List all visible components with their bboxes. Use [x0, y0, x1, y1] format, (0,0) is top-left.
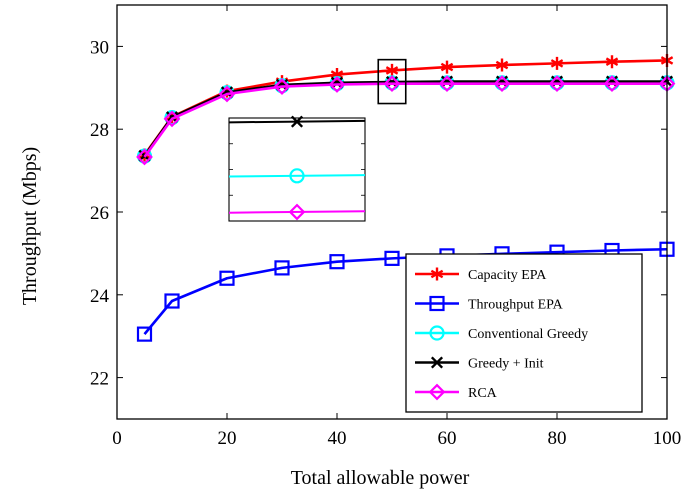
legend-entry-capacity-epa: Capacity EPA — [415, 267, 547, 283]
data-point-throughput-epa — [219, 270, 235, 286]
data-point-rca-shape — [603, 75, 621, 93]
zoom-region-box — [377, 58, 407, 105]
data-point-capacity-epa-shape — [495, 58, 509, 72]
legend: Capacity EPA Throughput EPA Conventional G… — [405, 253, 643, 413]
axes: 0 20 40 60 80 100 22 24 26 28 30 — [90, 4, 682, 449]
inset-point-greedy-init-shape — [290, 115, 304, 128]
x-tick-label: 60 — [438, 428, 457, 449]
data-point-capacity-epa — [385, 63, 399, 77]
series-line-throughput-epa — [143, 247, 668, 335]
data-point-throughput-epa-shape — [136, 326, 153, 342]
legend-marker-throughput-epa-shape — [429, 295, 445, 312]
data-point-greedy-init — [440, 75, 454, 88]
data-point-throughput-epa-shape — [384, 250, 400, 266]
y-tick-label: 24 — [90, 286, 110, 307]
data-point-throughput-epa — [164, 293, 180, 309]
legend-marker-greedy-init — [430, 356, 444, 369]
legend-marker-capacity-epa — [430, 267, 444, 281]
data-point-rca — [163, 110, 181, 128]
x-tick-label: 20 — [218, 428, 237, 449]
data-point-capacity-epa-shape — [385, 63, 399, 77]
data-point-throughput-epa — [136, 326, 153, 342]
data-point-rca-shape — [218, 85, 236, 103]
data-point-throughput-epa-shape — [164, 293, 180, 309]
data-point-rca-shape — [548, 75, 566, 93]
data-point-greedy-init — [605, 75, 619, 88]
data-point-greedy-init-shape — [550, 75, 564, 88]
data-point-capacity-epa — [550, 56, 564, 70]
data-point-throughput-epa-shape — [329, 254, 345, 270]
data-point-rca — [548, 75, 566, 93]
zoom-inset — [228, 115, 366, 222]
inset-point-rca-shape — [288, 203, 306, 221]
data-point-rca — [328, 76, 346, 93]
inset-line-rca — [228, 210, 366, 214]
data-point-rca — [273, 78, 291, 95]
data-point-capacity-epa — [440, 60, 454, 74]
data-point-capacity-epa-shape — [440, 60, 454, 74]
data-point-greedy-init-shape — [605, 75, 619, 88]
data-point-throughput-epa-shape — [219, 270, 235, 286]
data-point-rca — [218, 85, 236, 103]
legend-label-greedy-init: Greedy + Init — [468, 357, 544, 372]
legend-marker-conventional-greedy — [429, 325, 445, 341]
legend-entry-rca: RCA — [415, 383, 498, 401]
x-tick-label: 80 — [548, 428, 567, 449]
data-point-rca-shape — [493, 75, 511, 93]
data-point-greedy-init-shape — [440, 75, 454, 88]
legend-marker-rca — [428, 383, 446, 401]
data-point-capacity-epa — [605, 55, 619, 69]
series-line-rca — [143, 82, 667, 158]
data-point-rca — [603, 75, 621, 93]
legend-entry-throughput-epa: Throughput EPA — [415, 295, 564, 313]
inset-line-conventional-greedy — [228, 174, 366, 178]
data-point-rca — [383, 75, 401, 93]
data-point-rca-shape — [163, 110, 181, 128]
data-point-throughput-epa-shape — [274, 260, 290, 276]
legend-marker-greedy-init-shape — [430, 356, 444, 369]
legend-marker-rca-shape — [428, 383, 446, 401]
legend-marker-conventional-greedy-shape — [429, 325, 445, 341]
y-tick-label: 28 — [90, 120, 109, 141]
data-point-greedy-init — [550, 75, 564, 88]
data-point-capacity-epa-shape — [550, 56, 564, 70]
y-axis-label: Throughput (Mbps) — [19, 147, 41, 305]
x-tick-label: 100 — [653, 428, 682, 449]
data-point-rca — [438, 75, 456, 93]
legend-marker-throughput-epa — [429, 295, 445, 312]
legend-entry-conventional-greedy: Conventional Greedy — [415, 325, 588, 342]
data-point-rca — [136, 148, 153, 166]
data-point-throughput-epa — [329, 254, 345, 270]
data-point-capacity-epa-shape — [605, 55, 619, 69]
legend-marker-capacity-epa-shape — [430, 267, 444, 281]
data-point-throughput-epa — [274, 260, 290, 276]
legend-label-conventional-greedy: Conventional Greedy — [468, 327, 588, 342]
data-point-greedy-init-shape — [495, 75, 509, 88]
legend-label-rca: RCA — [468, 386, 498, 401]
y-tick-label: 22 — [90, 369, 109, 390]
data-point-greedy-init — [495, 75, 509, 88]
x-axis-label: Total allowable power — [291, 467, 470, 489]
plot-area — [136, 53, 676, 342]
inset-point-rca — [288, 203, 306, 221]
legend-entry-greedy-init: Greedy + Init — [415, 356, 544, 372]
legend-label-capacity-epa: Capacity EPA — [468, 268, 547, 283]
inset-point-conventional-greedy-shape — [289, 168, 305, 184]
x-tick-label: 0 — [112, 428, 122, 449]
data-point-rca — [493, 75, 511, 93]
data-point-rca-shape — [438, 75, 456, 93]
data-point-rca-shape — [328, 76, 346, 93]
y-tick-label: 30 — [90, 37, 109, 58]
x-tick-label: 40 — [328, 428, 347, 449]
inset-point-greedy-init — [290, 115, 304, 128]
data-point-rca-shape — [273, 78, 291, 95]
legend-label-throughput-epa: Throughput EPA — [468, 298, 564, 313]
data-point-rca-shape — [136, 148, 153, 166]
y-tick-label: 26 — [90, 203, 109, 224]
data-point-capacity-epa — [495, 58, 509, 72]
inset-point-conventional-greedy — [289, 168, 305, 184]
data-point-rca-shape — [383, 75, 401, 93]
data-point-throughput-epa — [384, 250, 400, 266]
